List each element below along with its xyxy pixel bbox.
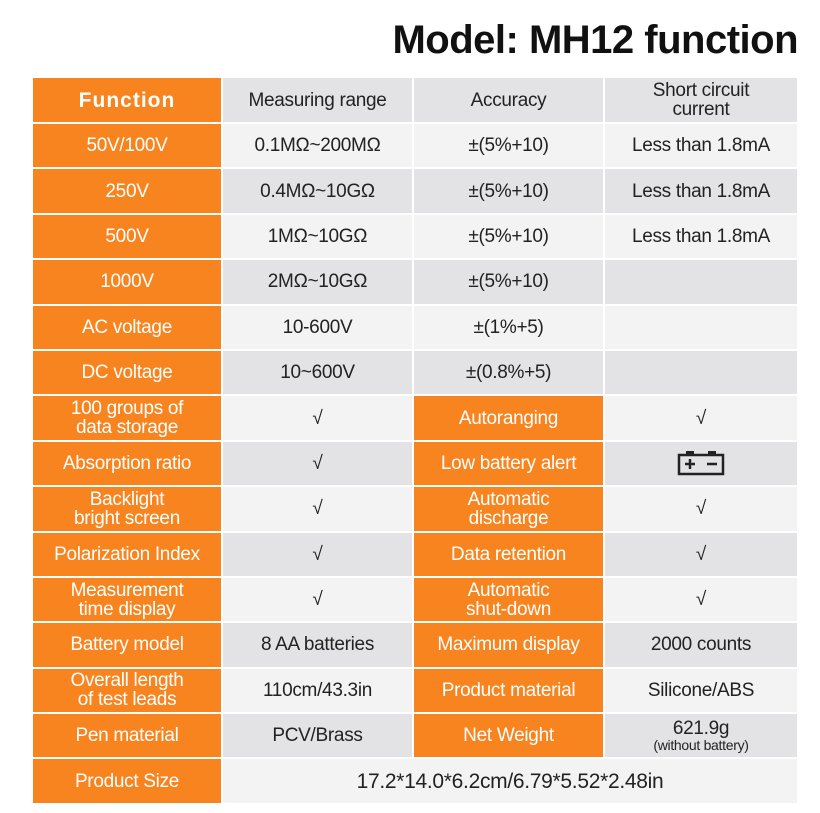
table-cell: √	[605, 396, 797, 440]
table-cell: 250V	[33, 169, 221, 213]
table-cell: 0.1MΩ~200MΩ	[223, 124, 412, 168]
table-cell: Less than 1.8mA	[605, 169, 797, 213]
table-cell: Overall length of test leads	[33, 668, 221, 713]
table-cell: 17.2*14.0*6.2cm/6.79*5.52*2.48in	[223, 759, 797, 803]
empty-cell	[605, 350, 797, 395]
table-cell: ±(1%+5)	[414, 305, 603, 349]
table-cell: Low battery alert	[414, 441, 603, 486]
empty-cell	[605, 260, 797, 304]
table-cell: Measurement time display	[33, 577, 221, 622]
spec-table: Function Measuring range Accuracy Short …	[33, 78, 797, 803]
header-cell: Accuracy	[414, 78, 603, 122]
empty-cell	[605, 305, 797, 349]
table-cell: 10-600V	[223, 305, 412, 349]
table-cell: Product material	[414, 668, 603, 713]
table-cell: 2MΩ~10GΩ	[223, 260, 412, 304]
battery-icon	[677, 451, 725, 476]
table-cell: Less than 1.8mA	[605, 124, 797, 168]
table-cell: PCV/Brass	[223, 714, 412, 758]
table-cell: Silicone/ABS	[605, 668, 797, 713]
table-cell: 1000V	[33, 260, 221, 304]
table-cell: 621.9g	[672, 717, 730, 739]
table-cell: Autoranging	[414, 396, 603, 440]
table-cell: 1MΩ~10GΩ	[223, 214, 412, 259]
table-cell: √	[605, 577, 797, 622]
table-cell: Maximum display	[414, 623, 603, 667]
weight-cell: 621.9g (without battery)	[605, 714, 797, 758]
table-cell: 110cm/43.3in	[223, 668, 412, 713]
table-cell: 100 groups of data storage	[33, 396, 221, 440]
table-cell: Absorption ratio	[33, 441, 221, 486]
table-cell: √	[605, 532, 797, 576]
table-cell: 0.4MΩ~10GΩ	[223, 169, 412, 213]
table-cell: Battery model	[33, 623, 221, 667]
table-cell: √	[223, 396, 412, 440]
table-cell: Pen material	[33, 714, 221, 758]
table-cell: Product Size	[33, 759, 221, 803]
header-cell: Short circuit current	[605, 78, 797, 122]
table-cell: 8 AA batteries	[223, 623, 412, 667]
table-cell: Less than 1.8mA	[605, 214, 797, 259]
table-cell: √	[223, 577, 412, 622]
table-cell: ±(5%+10)	[414, 214, 603, 259]
table-cell: Polarization Index	[33, 532, 221, 576]
table-cell: (without battery)	[653, 736, 749, 753]
table-cell: DC voltage	[33, 350, 221, 395]
table-cell: √	[605, 487, 797, 531]
table-cell: 10~600V	[223, 350, 412, 395]
table-cell: ±(5%+10)	[414, 124, 603, 168]
table-cell: √	[223, 487, 412, 531]
battery-icon-cell	[605, 441, 797, 486]
header-cell: Measuring range	[223, 78, 412, 122]
table-cell: Automatic discharge	[414, 487, 603, 531]
table-cell: ±(0.8%+5)	[414, 350, 603, 395]
table-cell: 2000 counts	[605, 623, 797, 667]
table-cell: 500V	[33, 214, 221, 259]
page-title: Model: MH12 function	[392, 18, 798, 62]
table-cell: ±(5%+10)	[414, 260, 603, 304]
table-cell: Automatic shut-down	[414, 577, 603, 622]
table-cell: ±(5%+10)	[414, 169, 603, 213]
table-cell: 50V/100V	[33, 124, 221, 168]
table-cell: Net Weight	[414, 714, 603, 758]
table-cell: Backlight bright screen	[33, 487, 221, 531]
table-cell: AC voltage	[33, 305, 221, 349]
header-cell: Function	[33, 78, 221, 122]
table-cell: √	[223, 532, 412, 576]
table-cell: Data retention	[414, 532, 603, 576]
table-cell: √	[223, 441, 412, 486]
